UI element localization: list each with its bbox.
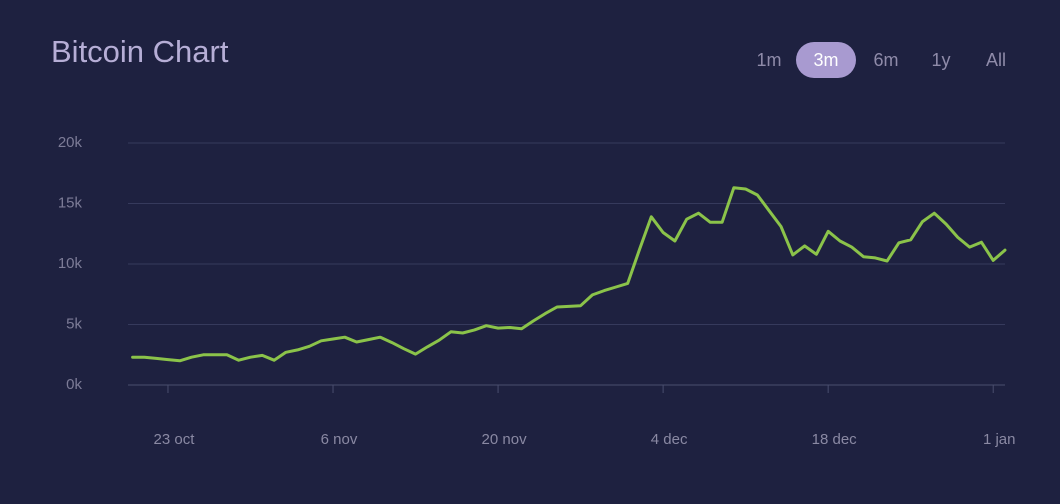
range-button[interactable]: 1y (931, 50, 950, 70)
y-tick-label: 5k (66, 315, 82, 332)
price-line (131, 186, 1007, 363)
range-button[interactable]: All (986, 50, 1006, 70)
range-buttons: 1m 3m 6m 1y All (756, 42, 1006, 78)
y-tick-label: 20k (58, 134, 83, 151)
chart-title: Bitcoin Chart (51, 34, 229, 69)
range-button[interactable]: 1m (756, 50, 781, 70)
x-tick-label: 1 jan (983, 431, 1016, 448)
x-tick-label: 18 dec (812, 431, 858, 448)
range-button[interactable]: 6m (873, 50, 898, 70)
x-tick-label: 4 dec (651, 431, 688, 448)
x-tick-label: 6 nov (321, 431, 358, 448)
range-pill[interactable] (796, 42, 856, 78)
y-tick-label: 0k (66, 376, 82, 393)
y-tick-label: 10k (58, 255, 83, 272)
x-tick-label: 23 oct (154, 431, 196, 448)
range-button[interactable]: 3m (813, 50, 838, 70)
x-tick-label: 20 nov (482, 431, 528, 448)
y-tick-label: 15k (58, 194, 83, 211)
